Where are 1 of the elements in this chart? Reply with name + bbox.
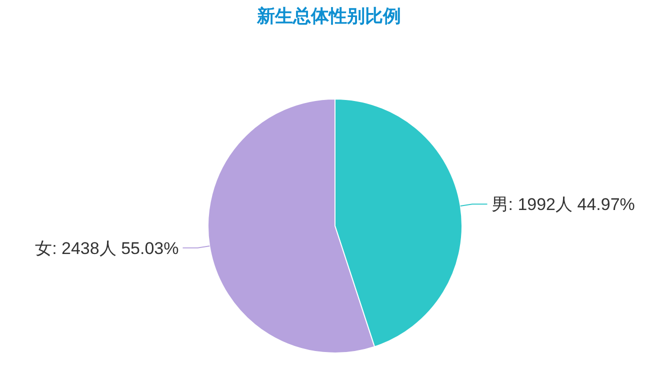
- title: 新生总体性别比例: [257, 6, 401, 26]
